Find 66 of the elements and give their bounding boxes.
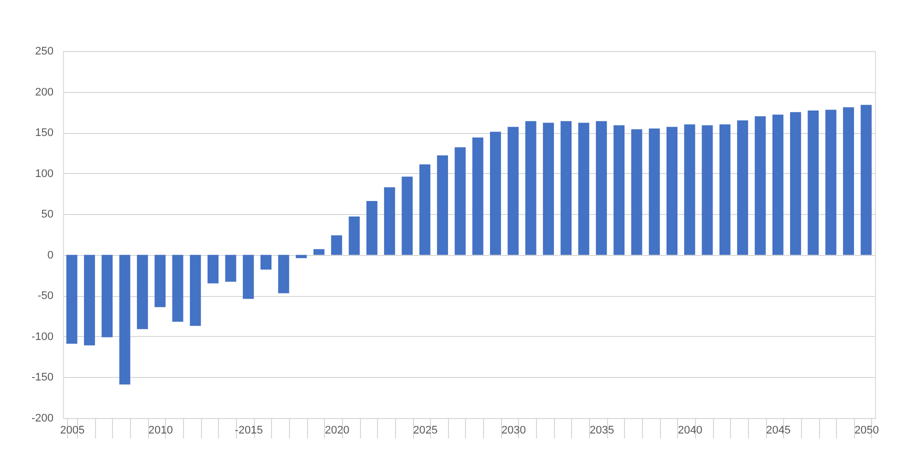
- bar: [225, 254, 236, 282]
- bar: [278, 254, 290, 294]
- x-tick-label: 2025: [413, 424, 438, 436]
- x-tick-label: 2010: [148, 424, 173, 436]
- bar: [542, 122, 554, 255]
- y-tick-label: -150: [31, 372, 54, 384]
- bar: [525, 121, 536, 255]
- bar: [172, 254, 184, 322]
- bar: [631, 129, 642, 255]
- y-tick-label: -50: [38, 290, 54, 302]
- bar: [190, 254, 201, 326]
- bar: [102, 254, 113, 338]
- x-tick-label: 2045: [766, 424, 791, 436]
- bar: [719, 124, 730, 255]
- bar: [154, 254, 166, 308]
- bar: [242, 254, 254, 299]
- bar: [260, 254, 272, 270]
- bar: [331, 235, 342, 255]
- bar: [666, 126, 678, 255]
- x-tick-label: 2030: [501, 424, 526, 436]
- y-tick-label: 250: [35, 46, 54, 58]
- bar: [208, 254, 219, 284]
- bar: [313, 249, 324, 255]
- y-tick-label: 150: [35, 127, 54, 140]
- x-tick-label: 2050: [854, 424, 879, 436]
- bar: [508, 126, 519, 255]
- x-tick-label: 2040: [678, 424, 702, 436]
- bar: [560, 121, 572, 255]
- bar: [737, 120, 748, 255]
- bar: [454, 147, 466, 255]
- bar: [860, 104, 872, 255]
- bar: [772, 114, 784, 255]
- bar: [843, 107, 854, 255]
- bar: [614, 125, 625, 255]
- bar: [348, 216, 360, 255]
- bar: [402, 176, 413, 255]
- bar: [384, 187, 396, 255]
- bar: [119, 254, 130, 385]
- bar: [825, 110, 836, 255]
- bar: [66, 254, 78, 344]
- bar: [702, 125, 713, 255]
- bar: [437, 155, 448, 255]
- bar: [419, 164, 430, 255]
- x-tick-label: -2015: [234, 424, 263, 436]
- bar: [490, 132, 501, 255]
- bar: [790, 112, 802, 255]
- y-tick-label: 0: [47, 249, 54, 262]
- x-tick-label: 2035: [590, 424, 614, 436]
- bar: [648, 128, 660, 255]
- bar: [136, 254, 148, 330]
- bar: [596, 121, 607, 255]
- bar: [84, 254, 95, 346]
- x-tick-label: 2005: [60, 424, 85, 436]
- bar: [472, 137, 484, 255]
- x-tick-label: 2020: [324, 424, 350, 436]
- bar: [578, 122, 590, 255]
- bar: [754, 116, 766, 255]
- y-tick-label: 50: [41, 208, 54, 221]
- y-tick-label: 200: [35, 86, 54, 98]
- bar: [684, 124, 696, 255]
- y-tick-label: 100: [35, 168, 54, 180]
- bar: [808, 110, 819, 255]
- bar: [296, 254, 307, 258]
- y-tick-label: -100: [31, 330, 54, 343]
- bar: [366, 201, 378, 255]
- y-tick-label: -200: [31, 412, 54, 424]
